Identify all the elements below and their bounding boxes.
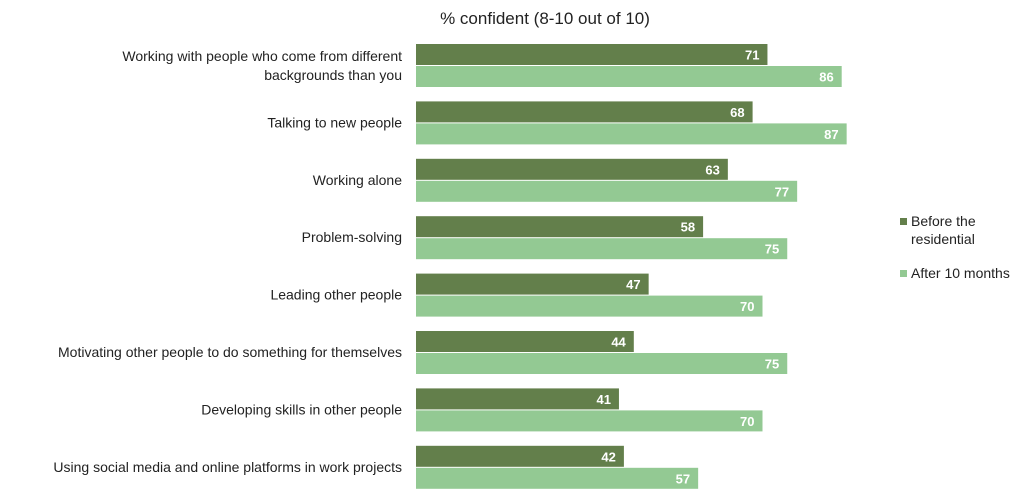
chart-title: % confident (8-10 out of 10) xyxy=(440,9,650,28)
data-label: 75 xyxy=(765,357,779,372)
data-label: 77 xyxy=(775,184,789,199)
data-label: 70 xyxy=(740,299,754,314)
bar-after-10-months xyxy=(416,467,699,489)
bar-before-residential xyxy=(416,44,768,65)
bar-before-residential xyxy=(416,101,753,123)
category-label: Working with people who come from differ… xyxy=(122,48,402,83)
category-labels: Working with people who come from differ… xyxy=(53,48,402,475)
legend-swatch-before xyxy=(900,218,907,225)
bar-before-residential xyxy=(416,158,728,180)
bar-after-10-months xyxy=(416,353,788,374)
legend-swatch-after xyxy=(900,270,907,277)
data-label: 47 xyxy=(626,277,640,292)
data-label: 41 xyxy=(596,392,610,407)
legend-label: Before the residential xyxy=(911,213,976,247)
category-label: Problem-solving xyxy=(302,229,402,245)
bar-before-residential xyxy=(416,388,619,410)
data-label: 42 xyxy=(601,449,615,464)
bars-group: 71 86 68 87 63 77 58 75 47 70 44 75 41 70 42 57 xyxy=(416,44,847,489)
data-label: 57 xyxy=(676,471,690,486)
data-label: 68 xyxy=(730,105,744,120)
category-label: Working alone xyxy=(313,172,402,188)
bar-before-residential xyxy=(416,331,634,352)
bar-after-10-months xyxy=(416,238,788,260)
bar-after-10-months xyxy=(416,410,763,432)
data-label: 44 xyxy=(611,335,626,350)
legend-label: After 10 months xyxy=(911,265,1010,281)
category-label: Motivating other people to do something … xyxy=(58,344,402,360)
data-label: 86 xyxy=(819,70,833,85)
data-label: 87 xyxy=(824,127,838,142)
bar-after-10-months xyxy=(416,123,847,145)
bar-before-residential xyxy=(416,273,649,295)
bar-after-10-months xyxy=(416,295,763,317)
data-label: 71 xyxy=(745,48,759,63)
category-label: Using social media and online platforms … xyxy=(53,459,402,475)
data-label: 63 xyxy=(705,162,719,177)
data-label: 75 xyxy=(765,242,779,257)
bar-before-residential xyxy=(416,216,704,238)
category-label: Leading other people xyxy=(270,287,402,303)
data-label: 70 xyxy=(740,414,754,429)
category-label: Developing skills in other people xyxy=(201,401,402,417)
bar-after-10-months xyxy=(416,180,798,202)
legend: Before the residential After 10 months xyxy=(900,213,1010,281)
category-label: Talking to new people xyxy=(267,114,402,130)
bar-before-residential xyxy=(416,445,624,467)
bar-after-10-months xyxy=(416,66,842,87)
data-label: 58 xyxy=(681,220,695,235)
